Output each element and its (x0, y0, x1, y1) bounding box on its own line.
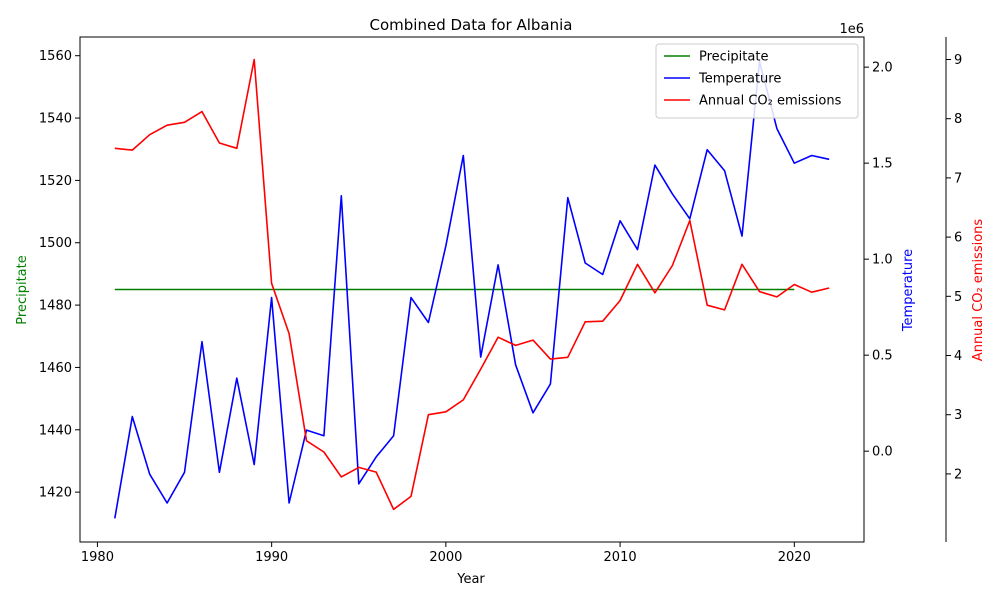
y-right1-tick-label: 0.5 (872, 349, 893, 364)
x-tick-label: 2020 (778, 550, 811, 565)
y-right2-tick-label: 6 (954, 231, 962, 246)
x-tick-label: 2010 (604, 550, 637, 565)
y-left-tick-label: 1420 (39, 486, 72, 501)
y-left-tick-label: 1460 (39, 361, 72, 376)
y-axis-label-temperature: Temperature (901, 249, 916, 332)
legend-entry-label: Precipitate (699, 50, 768, 65)
y-axis-label-co2: Annual CO₂ emissions (971, 219, 986, 362)
y-left-tick-label: 1540 (39, 112, 72, 127)
axes-group: 1980 1990 2000 2010 2020 1420 1440 1460 1480 1500… (39, 36, 962, 565)
legend: Precipitate Temperature Annual CO₂ emissio… (655, 43, 859, 119)
y-left-tick-label: 1520 (39, 174, 72, 189)
x-axis-label: Year (456, 572, 485, 587)
y-right1-tick-label: 1.5 (872, 157, 893, 172)
y-right2-tick-label: 3 (954, 408, 962, 423)
y-right2-tick-label: 7 (954, 171, 962, 186)
legend-entry-label: Annual CO₂ emissions (699, 94, 842, 109)
plot-frame (79, 36, 865, 543)
y-left-tick-label: 1480 (39, 299, 72, 314)
y-left-tick-label: 1440 (39, 423, 72, 438)
plot-area (114, 58, 830, 519)
y-right2-tick-label: 4 (954, 349, 962, 364)
y-right1-tick-label: 1.0 (872, 253, 893, 268)
temperature-scale-label: 1e6 (839, 22, 864, 37)
series-line-temperature (114, 60, 830, 519)
y-right1-tick-label: 2.0 (872, 61, 893, 76)
y-right2-tick-label: 5 (954, 290, 962, 305)
y-right2-tick-label: 9 (954, 53, 962, 68)
x-tick-label: 2000 (429, 550, 462, 565)
y-right2-tick-label: 8 (954, 112, 962, 127)
x-tick-label: 1990 (255, 550, 288, 565)
y-left-tick-label: 1500 (39, 236, 72, 251)
y-right2-tick-label: 2 (954, 467, 962, 482)
series-line-annual-co-emissions (114, 58, 830, 511)
legend-entry-label: Temperature (698, 72, 781, 87)
x-tick-label: 1980 (81, 550, 114, 565)
y-left-tick-label: 1560 (39, 49, 72, 64)
y-right1-tick-label: 0.0 (872, 445, 893, 460)
y-axis-label-precipitate: Precipitate (15, 255, 30, 324)
chart-title: Combined Data for Albania (370, 16, 573, 34)
legend-box (655, 43, 859, 119)
